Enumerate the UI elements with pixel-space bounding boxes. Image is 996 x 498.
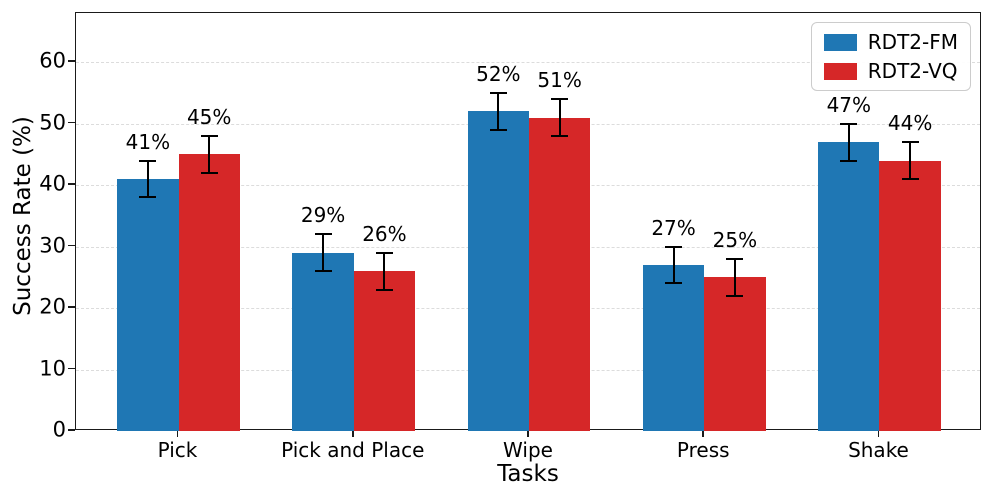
bar-value-label-rdt2-fm-pick-and-place: 29% bbox=[300, 203, 346, 228]
error-bar-cap bbox=[665, 245, 683, 248]
legend-label-rdt2-fm: RDT2-FM bbox=[867, 30, 958, 54]
bar-value-label-rdt2-vq-shake: 44% bbox=[887, 111, 933, 136]
error-bar-line bbox=[672, 246, 675, 284]
gridline-60 bbox=[76, 62, 980, 64]
x-tick-mark bbox=[176, 431, 179, 437]
bar-rdt2-fm-pick-and-place bbox=[292, 252, 354, 431]
y-tick-mark bbox=[68, 60, 75, 62]
y-tick-label: 20 bbox=[39, 294, 66, 319]
x-tick-label-pick: Pick bbox=[157, 438, 198, 462]
error-bar-line bbox=[146, 160, 149, 198]
bar-rdt2-vq-shake bbox=[879, 160, 941, 431]
error-bar-cap bbox=[901, 177, 919, 180]
bar-value-label-rdt2-vq-wipe: 51% bbox=[537, 68, 582, 93]
legend-swatch-rdt2-fm bbox=[823, 33, 857, 51]
error-bar-cap bbox=[375, 288, 393, 291]
bar-value-label-rdt2-fm-shake: 47% bbox=[826, 92, 872, 117]
y-tick-label: 0 bbox=[52, 417, 66, 442]
error-bar-cap bbox=[901, 141, 919, 144]
bar-value-label-rdt2-fm-wipe: 52% bbox=[476, 61, 521, 86]
error-bar-cap bbox=[375, 251, 393, 254]
error-bar-cap bbox=[314, 270, 332, 273]
plot-area: RDT2-FM RDT2-VQ 41% 45% 29% 26% 52% 51% 27% 25% 4… bbox=[75, 12, 981, 431]
bar-value-label-rdt2-fm-pick: 41% bbox=[125, 129, 171, 154]
x-tick-label-pick-and-place: Pick and Place bbox=[281, 438, 425, 462]
error-bar-line bbox=[847, 123, 850, 161]
y-tick-label: 50 bbox=[39, 110, 66, 135]
y-tick-label: 60 bbox=[39, 48, 66, 73]
bar-value-label-rdt2-fm-press: 27% bbox=[651, 215, 696, 240]
x-tick-mark bbox=[877, 431, 880, 437]
error-bar-line bbox=[383, 252, 386, 290]
bar-rdt2-fm-shake bbox=[818, 142, 880, 431]
bar-rdt2-vq-pick-and-place bbox=[353, 271, 416, 431]
legend-label-rdt2-vq: RDT2-VQ bbox=[867, 59, 958, 83]
error-bar-cap bbox=[726, 257, 744, 260]
bar-rdt2-vq-pick bbox=[178, 154, 240, 431]
error-bar-cap bbox=[200, 134, 218, 137]
legend-row-rdt2-fm: RDT2-FM bbox=[823, 30, 958, 54]
x-tick-mark bbox=[351, 431, 354, 437]
error-bar-cap bbox=[139, 196, 157, 199]
x-axis-label: Tasks bbox=[497, 461, 559, 487]
x-tick-mark bbox=[702, 431, 705, 437]
error-bar-cap bbox=[726, 294, 744, 297]
y-tick-mark bbox=[68, 121, 75, 124]
bar-rdt2-fm-pick bbox=[117, 178, 179, 431]
error-bar-cap bbox=[200, 171, 218, 174]
bar-value-label-rdt2-vq-pick-and-place: 26% bbox=[362, 221, 407, 246]
error-bar-cap bbox=[551, 98, 569, 101]
legend: RDT2-FM RDT2-VQ bbox=[810, 22, 971, 91]
legend-row-rdt2-vq: RDT2-VQ bbox=[823, 59, 958, 83]
y-tick-label: 10 bbox=[39, 356, 66, 381]
error-bar-line bbox=[208, 135, 211, 173]
bar-value-label-rdt2-vq-press: 25% bbox=[712, 227, 758, 252]
error-bar-line bbox=[558, 99, 561, 136]
error-bar-cap bbox=[489, 91, 507, 94]
error-bar-cap bbox=[840, 122, 858, 125]
bar-value-label-rdt2-vq-pick: 45% bbox=[186, 104, 232, 129]
error-bar-line bbox=[497, 92, 500, 130]
bar-rdt2-vq-press bbox=[704, 277, 766, 431]
legend-swatch-rdt2-vq bbox=[823, 62, 857, 80]
y-tick-mark bbox=[68, 306, 75, 308]
y-tick-mark bbox=[68, 367, 75, 370]
x-tick-mark bbox=[527, 431, 529, 437]
bar-rdt2-fm-wipe bbox=[467, 111, 529, 431]
y-tick-label: 40 bbox=[39, 171, 66, 196]
error-bar-cap bbox=[665, 282, 683, 285]
error-bar-cap bbox=[314, 233, 332, 236]
x-tick-label-shake: Shake bbox=[848, 438, 909, 462]
x-tick-label-wipe: Wipe bbox=[503, 438, 553, 462]
error-bar-cap bbox=[840, 159, 858, 162]
y-tick-mark bbox=[68, 244, 75, 247]
y-tick-label: 30 bbox=[39, 233, 66, 258]
y-tick-labels: 0 10 20 30 40 50 60 bbox=[0, 0, 66, 498]
error-bar-cap bbox=[489, 128, 507, 131]
y-tick-mark bbox=[68, 183, 75, 185]
bar-rdt2-fm-press bbox=[642, 265, 705, 431]
bar-rdt2-vq-wipe bbox=[529, 117, 591, 431]
error-bar-line bbox=[733, 258, 736, 296]
error-bar-line bbox=[909, 142, 912, 179]
x-tick-label-press: Press bbox=[676, 438, 730, 462]
error-bar-line bbox=[322, 234, 325, 272]
error-bar-cap bbox=[139, 159, 157, 162]
y-tick-mark bbox=[68, 429, 75, 431]
error-bar-cap bbox=[551, 134, 569, 137]
x-tick-labels: Pick Pick and Place Wipe Press Shake bbox=[75, 431, 981, 465]
